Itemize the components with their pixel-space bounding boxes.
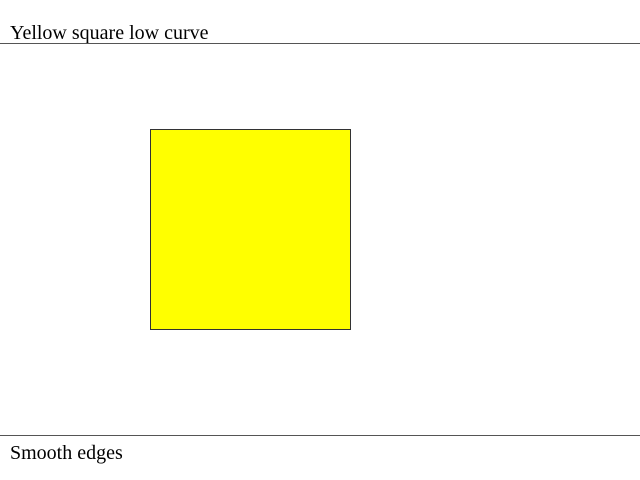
bottom-divider: [0, 435, 640, 436]
yellow-square: [150, 129, 351, 330]
top-divider: [0, 43, 640, 44]
canvas-area: [0, 44, 640, 435]
page-title: Yellow square low curve: [10, 22, 209, 44]
footer-caption: Smooth edges: [10, 442, 123, 464]
